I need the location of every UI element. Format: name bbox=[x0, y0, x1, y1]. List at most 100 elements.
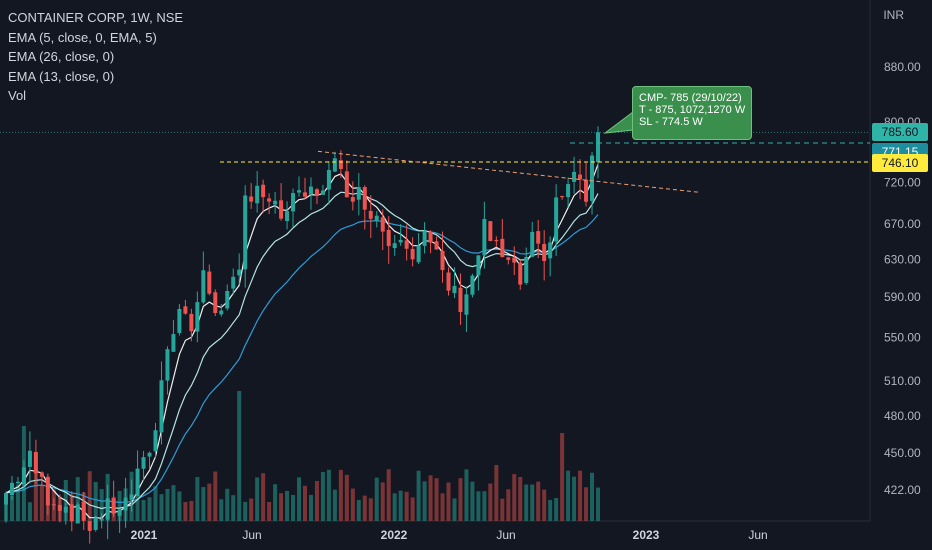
volume-bar bbox=[530, 484, 535, 521]
candle-body bbox=[458, 287, 463, 313]
volume-bar bbox=[243, 501, 248, 521]
candlesticks[interactable] bbox=[4, 126, 600, 544]
volume-bar bbox=[273, 484, 278, 521]
volume-bar bbox=[494, 465, 499, 521]
volume-bar bbox=[255, 477, 260, 521]
chart-legend: CONTAINER CORP, 1W, NSE EMA (5, close, 0… bbox=[8, 8, 183, 106]
candle-body bbox=[482, 218, 487, 256]
volume-bar bbox=[392, 493, 397, 521]
candle-body bbox=[57, 504, 62, 511]
volume-bar bbox=[458, 478, 463, 521]
volume-legend[interactable]: Vol bbox=[8, 88, 27, 103]
volume-bar bbox=[488, 483, 493, 521]
candle-body bbox=[27, 450, 32, 467]
candle-body bbox=[398, 239, 403, 243]
candle-body bbox=[392, 243, 397, 249]
volume-bar bbox=[506, 489, 511, 521]
symbol-title[interactable]: CONTAINER CORP, 1W, NSE bbox=[8, 10, 184, 25]
volume-bar bbox=[350, 488, 355, 521]
candle-body bbox=[291, 193, 296, 212]
candle-body bbox=[249, 196, 254, 202]
volume-bar bbox=[524, 484, 529, 521]
y-tick-label: 720.00 bbox=[884, 176, 921, 190]
candle-body bbox=[518, 262, 523, 285]
annotation-callout[interactable]: CMP- 785 (29/10/22) T - 875, 1072,1270 W… bbox=[632, 86, 752, 140]
callout-cmp: CMP- 785 (29/10/22) bbox=[639, 92, 742, 104]
volume-bar bbox=[398, 490, 403, 521]
volume-bar bbox=[596, 487, 600, 521]
candle-body bbox=[267, 198, 272, 202]
candle-body bbox=[332, 158, 337, 172]
volume-bar bbox=[237, 391, 242, 521]
volume-bar bbox=[332, 489, 337, 521]
y-tick-label: 450.00 bbox=[884, 446, 921, 460]
volume-bar bbox=[171, 485, 176, 521]
y-tick-label: 422.00 bbox=[884, 483, 921, 497]
candle-body bbox=[93, 517, 98, 530]
y-tick-label: 880.00 bbox=[884, 60, 921, 74]
price-axis[interactable]: 422.00 450.00 480.00 510.00 550.00 590.00 630.… bbox=[884, 60, 921, 497]
candle-body bbox=[584, 179, 589, 202]
candle-body bbox=[165, 349, 170, 381]
candle-body bbox=[572, 171, 577, 182]
volume-bar bbox=[434, 478, 439, 521]
candle-body bbox=[201, 270, 206, 303]
candle-body bbox=[4, 492, 8, 505]
candle-body bbox=[464, 294, 469, 315]
volume-bar bbox=[464, 469, 469, 521]
volume-bar bbox=[470, 481, 475, 521]
volume-bar bbox=[87, 471, 92, 521]
ema-5-legend[interactable]: EMA (5, close, 0, EMA, 5) bbox=[8, 29, 157, 45]
volume-bar bbox=[428, 475, 433, 521]
candle-body bbox=[189, 313, 194, 332]
annotation-lines[interactable] bbox=[0, 131, 870, 193]
candle-body bbox=[548, 242, 553, 259]
candle-body bbox=[452, 285, 457, 294]
candle-body bbox=[183, 306, 188, 314]
ema-13-line bbox=[5, 191, 599, 510]
volume-bar bbox=[135, 483, 140, 521]
candle-body bbox=[33, 452, 38, 474]
volume-bar bbox=[93, 482, 98, 521]
candle-body bbox=[356, 187, 361, 200]
candle-body bbox=[512, 257, 517, 263]
volume-bar bbox=[452, 498, 457, 521]
volume-bar bbox=[261, 473, 266, 521]
candle-body bbox=[123, 497, 128, 511]
candle-body bbox=[297, 190, 302, 193]
candle-body bbox=[380, 217, 385, 232]
ema-26-legend[interactable]: EMA (26, close, 0) bbox=[8, 49, 115, 64]
x-tick-label: Jun bbox=[242, 528, 261, 542]
candle-body bbox=[344, 171, 349, 198]
candle-body bbox=[428, 232, 433, 243]
candle-body bbox=[494, 240, 499, 242]
volume-bar bbox=[249, 498, 254, 521]
candle-body bbox=[500, 238, 505, 258]
y-tick-label: 590.00 bbox=[884, 290, 921, 304]
ema-13-legend[interactable]: EMA (13, close, 0) bbox=[8, 68, 115, 84]
candle-body bbox=[213, 292, 218, 314]
candle-body bbox=[51, 504, 56, 506]
volume-bar bbox=[344, 474, 349, 521]
volume-bar bbox=[9, 495, 14, 521]
volume-bar bbox=[572, 476, 577, 521]
candle-body bbox=[596, 132, 600, 163]
time-axis[interactable]: 2021 Jun 2022 Jun 2023 Jun bbox=[131, 528, 768, 542]
ema-5-line bbox=[5, 163, 599, 519]
volume-bar bbox=[207, 483, 212, 521]
volume-bar bbox=[297, 477, 302, 521]
volume-bar bbox=[500, 498, 505, 521]
volume-bar bbox=[267, 501, 272, 521]
volume-bar bbox=[75, 477, 80, 521]
candle-body bbox=[554, 197, 559, 242]
candle-body bbox=[111, 498, 116, 514]
candle-body bbox=[81, 501, 86, 521]
y-tick-label: 670.00 bbox=[884, 217, 921, 231]
candle-body bbox=[159, 380, 164, 433]
volume-bar bbox=[99, 489, 104, 521]
candle-body bbox=[578, 174, 583, 180]
candle-body bbox=[63, 506, 68, 513]
volume-bar bbox=[117, 490, 122, 521]
